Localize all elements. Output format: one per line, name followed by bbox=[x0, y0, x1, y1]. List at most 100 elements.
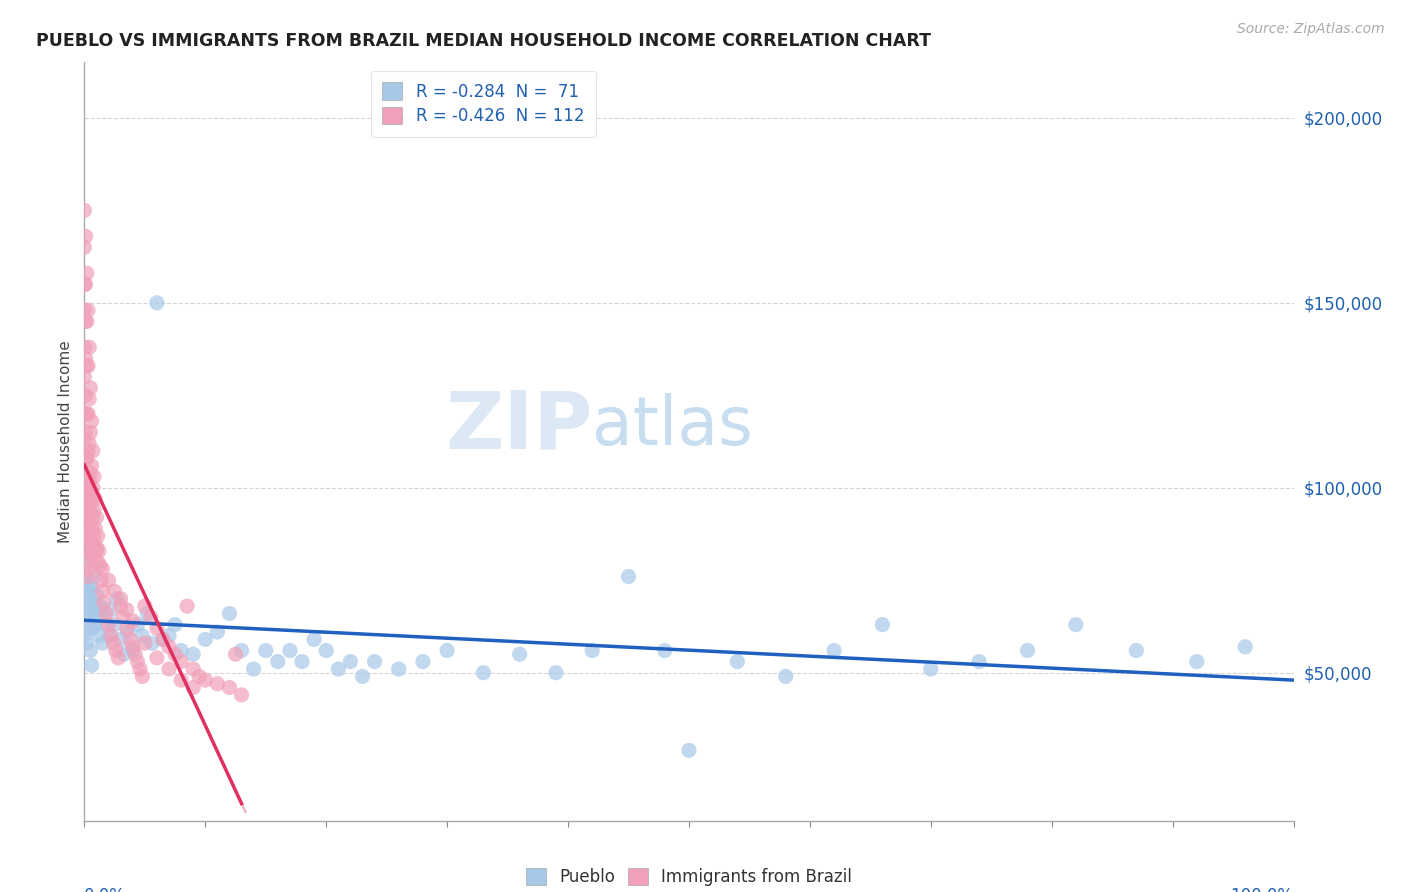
Point bbox=[77, 474, 100, 488]
Point bbox=[121, 640, 143, 654]
Point bbox=[77, 503, 100, 517]
Point bbox=[115, 603, 138, 617]
Point bbox=[121, 643, 143, 657]
Point bbox=[79, 555, 101, 569]
Point bbox=[1125, 643, 1147, 657]
Text: ZIP: ZIP bbox=[444, 387, 592, 466]
Text: Source: ZipAtlas.com: Source: ZipAtlas.com bbox=[1237, 22, 1385, 37]
Point bbox=[76, 517, 98, 532]
Point bbox=[97, 617, 120, 632]
Point bbox=[76, 314, 98, 328]
Point bbox=[1185, 655, 1208, 669]
Point bbox=[82, 443, 104, 458]
Point bbox=[181, 662, 204, 676]
Point bbox=[124, 647, 146, 661]
Point bbox=[93, 595, 115, 609]
Point bbox=[194, 673, 217, 687]
Point bbox=[181, 647, 204, 661]
Point bbox=[110, 599, 132, 614]
Point bbox=[823, 643, 845, 657]
Point bbox=[267, 655, 290, 669]
Point bbox=[73, 340, 96, 354]
Legend: Pueblo, Immigrants from Brazil: Pueblo, Immigrants from Brazil bbox=[517, 859, 860, 892]
Point bbox=[121, 614, 143, 628]
Point bbox=[89, 599, 111, 614]
Point bbox=[218, 681, 240, 695]
Point bbox=[194, 632, 217, 647]
Point bbox=[1234, 640, 1257, 654]
Point bbox=[170, 673, 193, 687]
Point bbox=[86, 543, 108, 558]
Point bbox=[80, 547, 103, 561]
Point bbox=[83, 503, 105, 517]
Text: atlas: atlas bbox=[592, 393, 754, 459]
Point bbox=[75, 529, 97, 543]
Point bbox=[328, 662, 350, 676]
Point bbox=[77, 584, 100, 599]
Point bbox=[73, 455, 96, 469]
Point bbox=[139, 610, 162, 624]
Point bbox=[112, 610, 135, 624]
Point bbox=[100, 629, 122, 643]
Point bbox=[75, 314, 97, 328]
Point bbox=[90, 573, 112, 587]
Point bbox=[278, 643, 301, 657]
Point bbox=[544, 665, 567, 680]
Point bbox=[107, 651, 129, 665]
Point bbox=[76, 359, 98, 373]
Point bbox=[75, 425, 97, 440]
Point bbox=[79, 591, 101, 606]
Point bbox=[77, 436, 100, 450]
Point bbox=[104, 617, 127, 632]
Point bbox=[509, 647, 531, 661]
Point bbox=[77, 577, 100, 591]
Point bbox=[73, 303, 96, 318]
Point bbox=[152, 632, 174, 647]
Point bbox=[77, 569, 100, 583]
Point bbox=[170, 655, 193, 669]
Point bbox=[231, 688, 253, 702]
Point bbox=[73, 433, 96, 447]
Point bbox=[80, 521, 103, 535]
Point bbox=[73, 369, 96, 384]
Point bbox=[73, 495, 96, 509]
Point bbox=[83, 595, 105, 609]
Point bbox=[75, 229, 97, 244]
Point bbox=[176, 599, 198, 614]
Point bbox=[87, 629, 110, 643]
Point bbox=[77, 621, 100, 635]
Point bbox=[617, 569, 640, 583]
Point bbox=[82, 536, 104, 550]
Point bbox=[654, 643, 676, 657]
Point bbox=[127, 617, 149, 632]
Point bbox=[920, 662, 942, 676]
Point bbox=[91, 636, 114, 650]
Point bbox=[83, 569, 105, 583]
Point bbox=[254, 643, 277, 657]
Point bbox=[75, 507, 97, 521]
Point bbox=[115, 621, 138, 635]
Point bbox=[104, 643, 127, 657]
Point bbox=[75, 451, 97, 466]
Point bbox=[80, 414, 103, 428]
Point bbox=[91, 584, 114, 599]
Point bbox=[80, 581, 103, 595]
Point bbox=[105, 591, 128, 606]
Point bbox=[82, 481, 104, 495]
Point bbox=[218, 607, 240, 621]
Point bbox=[82, 621, 104, 635]
Point bbox=[80, 458, 103, 473]
Point bbox=[131, 629, 153, 643]
Point bbox=[77, 303, 100, 318]
Point bbox=[82, 607, 104, 621]
Point bbox=[315, 643, 337, 657]
Point bbox=[77, 481, 100, 495]
Point bbox=[94, 617, 117, 632]
Point bbox=[302, 632, 325, 647]
Point bbox=[678, 743, 700, 757]
Point bbox=[79, 425, 101, 440]
Point bbox=[73, 474, 96, 488]
Point bbox=[77, 392, 100, 406]
Point bbox=[77, 407, 100, 421]
Point bbox=[76, 555, 98, 569]
